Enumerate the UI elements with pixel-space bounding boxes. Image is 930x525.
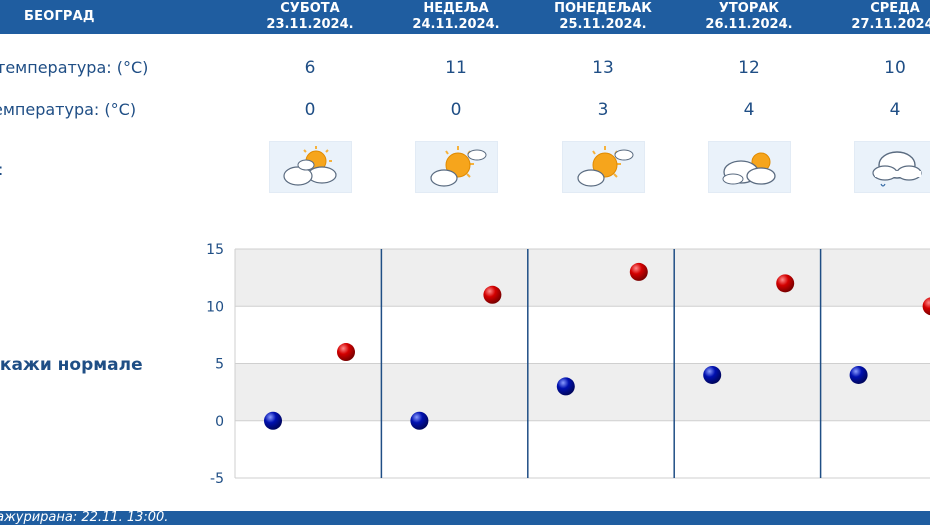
y-tick-label: -5 bbox=[210, 471, 224, 487]
last-updated-text: а ажурирана: 22.11. 13:00. bbox=[0, 510, 169, 525]
day-name: УТОРАК bbox=[718, 1, 780, 16]
day-header-1: СУБОТА 23.11.2024. bbox=[235, 1, 385, 33]
footer-bar: а ажурирана: 22.11. 13:00. bbox=[0, 510, 930, 525]
day-name: НЕДЕЉА bbox=[423, 1, 489, 16]
min-temp-value: 4 bbox=[743, 100, 755, 120]
max-temp-point bbox=[922, 297, 930, 316]
day-name: СУБОТА bbox=[280, 1, 340, 16]
max-temp-value: 6 bbox=[304, 58, 316, 78]
day-name: СРЕДА bbox=[870, 1, 920, 16]
cloud-drizzle-icon bbox=[854, 141, 930, 193]
temperature-chart: 15 10 5 0 -5 bbox=[206, 242, 930, 487]
max-temp-point bbox=[776, 274, 795, 293]
day-header-3: ПОНЕДЕЉАК 25.11.2024. bbox=[528, 1, 678, 33]
min-temp-label: емпература: (°C) bbox=[0, 100, 137, 119]
min-temp-point bbox=[264, 411, 282, 430]
min-temp-value: 0 bbox=[450, 100, 462, 120]
min-temp-value: 4 bbox=[889, 100, 901, 120]
day-header-2: НЕДЕЉА 24.11.2024. bbox=[381, 1, 531, 33]
day-date: 26.11.2024. bbox=[705, 17, 793, 32]
min-temp-point bbox=[703, 365, 722, 384]
max-temp-label: температура: (°C) bbox=[0, 58, 149, 77]
max-temp-point bbox=[629, 262, 648, 281]
max-temp-value: 10 bbox=[884, 58, 906, 78]
y-tick-label: 10 bbox=[206, 299, 224, 315]
day-date: 25.11.2024. bbox=[559, 17, 647, 32]
day-header-4: УТОРАК 26.11.2024. bbox=[674, 1, 824, 33]
chart-band bbox=[235, 363, 930, 421]
partly-cloudy-icon bbox=[269, 141, 352, 193]
day-date: 24.11.2024. bbox=[412, 17, 500, 32]
max-temp-value: 13 bbox=[592, 58, 614, 78]
show-normals-link[interactable]: икажи нормале bbox=[0, 355, 143, 375]
weather-icons-label: : bbox=[0, 160, 3, 179]
max-temp-point bbox=[337, 343, 355, 362]
city-name: БЕОГРАД bbox=[24, 9, 95, 24]
forecast-header: БЕОГРАД СУБОТА 23.11.2024. НЕДЕЉА 24.11.… bbox=[0, 0, 930, 34]
day-name: ПОНЕДЕЉАК bbox=[554, 1, 652, 16]
y-tick-label: 5 bbox=[215, 357, 224, 373]
min-temp-value: 3 bbox=[597, 100, 609, 120]
day-header-5: СРЕДА 27.11.2024. bbox=[820, 1, 930, 33]
day-date: 23.11.2024. bbox=[266, 17, 354, 32]
y-tick-label: 0 bbox=[215, 414, 224, 430]
min-temp-point bbox=[556, 377, 575, 396]
max-temp-value: 11 bbox=[445, 58, 467, 78]
min-temp-point bbox=[849, 365, 868, 384]
cloudy-sun-icon bbox=[708, 141, 791, 193]
max-temp-value: 12 bbox=[738, 58, 760, 78]
chart-band bbox=[235, 249, 930, 307]
max-temp-point bbox=[483, 285, 502, 304]
y-tick-label: 15 bbox=[206, 242, 224, 258]
min-temp-point bbox=[410, 411, 429, 430]
mostly-sunny-icon bbox=[562, 141, 645, 193]
min-temp-value: 0 bbox=[304, 100, 316, 120]
day-date: 27.11.2024. bbox=[851, 17, 930, 32]
mostly-sunny-icon bbox=[415, 141, 498, 193]
